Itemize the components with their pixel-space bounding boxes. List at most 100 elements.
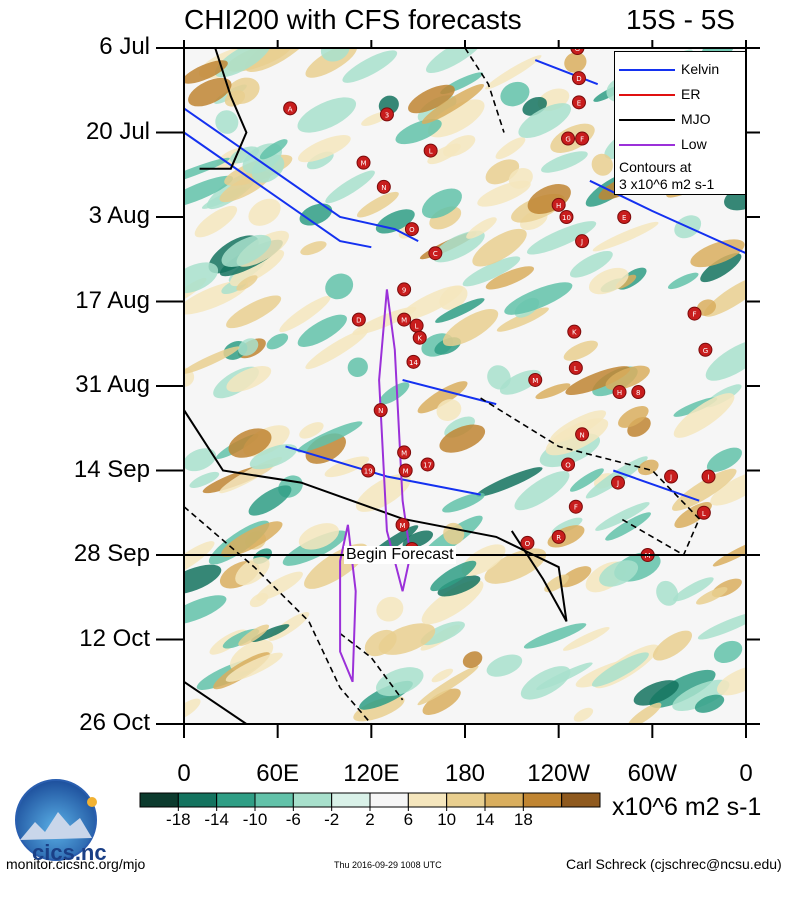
- y-tick-label: 3 Aug: [88, 202, 150, 229]
- anomaly-blob: [618, 406, 649, 428]
- anomaly-blob: [421, 188, 462, 219]
- anomaly-blob: [437, 575, 481, 597]
- storm-label: O: [409, 226, 415, 234]
- anomaly-blob: [355, 473, 411, 512]
- y-tick-label: 12 Oct: [79, 624, 150, 652]
- anomaly-blob: [228, 428, 272, 458]
- storm-marker: [398, 463, 413, 478]
- y-tick-label: 14 Sep: [73, 455, 150, 483]
- storm-marker: [571, 95, 586, 110]
- colorbar-tick-label: 18: [513, 810, 533, 829]
- anomaly-blob: [353, 695, 405, 722]
- legend-note-line2: 3 x10^6 m2 s-1: [619, 176, 715, 192]
- storm-label: I: [707, 474, 709, 482]
- legend-note-line1: Contours at: [619, 159, 692, 175]
- anomaly-blob: [297, 314, 347, 347]
- storm-marker: [696, 505, 711, 520]
- anomaly-blob: [236, 275, 258, 291]
- storm-label: J: [616, 480, 619, 488]
- storm-label: O: [525, 540, 531, 548]
- legend: Kelvin ER MJO Low Contours at 3 x10^6 m2…: [614, 51, 746, 195]
- storm-marker: [395, 517, 410, 532]
- anomaly-blob: [592, 221, 659, 252]
- colorbar-swatch: [407, 792, 448, 808]
- storm-label: L: [574, 365, 578, 373]
- anomaly-blob: [588, 267, 629, 295]
- anomaly-blob: [476, 467, 543, 497]
- colorbar-tick-label: -2: [324, 810, 340, 829]
- anomaly-blob: [238, 338, 259, 356]
- anomaly-blob: [395, 119, 442, 145]
- storm-label: M: [403, 468, 409, 476]
- x-tick-label: 0: [739, 760, 753, 787]
- storm-marker: [559, 210, 574, 224]
- x-tick-label: 120E: [343, 760, 400, 787]
- storm-label: J: [669, 474, 672, 482]
- storm-label: E: [622, 214, 626, 222]
- colorbar-units: x10^6 m2 s-1: [612, 793, 762, 821]
- anomaly-blob: [430, 560, 477, 592]
- storm-label: 3: [385, 111, 389, 119]
- anomaly-blob: [214, 48, 271, 78]
- anomaly-blob: [238, 624, 270, 646]
- storm-label: F: [574, 504, 578, 512]
- storm-marker: [617, 210, 632, 224]
- storm-label: F: [580, 136, 584, 144]
- storm-marker: [610, 475, 625, 490]
- anomaly-blob: [298, 523, 339, 550]
- anomaly-blob: [569, 468, 604, 492]
- storm-label: 19: [364, 468, 373, 476]
- x-tick-label: 60W: [627, 760, 677, 787]
- storm-marker: [567, 324, 582, 339]
- storm-label: N: [579, 431, 584, 439]
- storm-marker: [528, 372, 543, 387]
- legend-item-er: ER: [619, 86, 743, 104]
- anomaly-blob: [637, 459, 659, 476]
- anomaly-blob: [652, 630, 693, 661]
- storm-label: M: [401, 317, 407, 325]
- anomaly-blob: [696, 299, 717, 316]
- storm-marker: [356, 155, 371, 170]
- kelvin-contour: [285, 445, 481, 496]
- anomaly-blob: [297, 421, 363, 453]
- storm-label: K: [572, 329, 577, 337]
- footer-url[interactable]: monitor.cicsnc.org/mjo: [6, 856, 146, 872]
- storm-marker: [561, 131, 576, 146]
- colorbar-swatch: [522, 792, 563, 808]
- legend-swatch-low: [619, 144, 675, 146]
- anomaly-blob: [299, 203, 333, 226]
- mjo-contour: [184, 409, 568, 622]
- anomaly-blob: [520, 666, 571, 700]
- mjo-contour: [199, 48, 248, 170]
- anomaly-blob: [697, 611, 746, 640]
- anomaly-blob: [184, 448, 217, 472]
- anomaly-blob: [496, 307, 549, 332]
- storm-marker: [520, 535, 535, 550]
- storm-marker: [575, 234, 590, 249]
- mjo-contour-negative: [184, 506, 372, 724]
- footer-author: Carl Schreck (cjschrec@ncsu.edu): [566, 856, 782, 872]
- storm-marker: [420, 457, 435, 472]
- anomaly-blob: [713, 640, 743, 664]
- anomaly-blob: [325, 273, 354, 300]
- y-tick-label: 31 Aug: [75, 371, 150, 398]
- anomaly-blob: [189, 471, 220, 488]
- storm-marker: [404, 222, 419, 237]
- anomaly-blob: [573, 707, 594, 722]
- anomaly-blob: [421, 580, 484, 625]
- anomaly-blob: [184, 175, 234, 208]
- storm-marker: [612, 385, 627, 400]
- storm-label: R: [556, 534, 561, 542]
- storm-marker: [568, 499, 583, 514]
- chart-region: 15S - 5S: [626, 4, 735, 35]
- anomaly-blob: [226, 295, 282, 329]
- colorbar-tick-label: 2: [365, 810, 375, 829]
- anomaly-blob: [376, 596, 404, 622]
- anomaly-blob: [705, 339, 746, 381]
- anomaly-blob: [356, 191, 399, 218]
- anomaly-blob: [184, 346, 240, 374]
- storm-marker: [423, 143, 438, 158]
- anomaly-blob: [633, 680, 679, 706]
- storm-label: H: [556, 202, 561, 210]
- anomaly-blob: [279, 295, 331, 333]
